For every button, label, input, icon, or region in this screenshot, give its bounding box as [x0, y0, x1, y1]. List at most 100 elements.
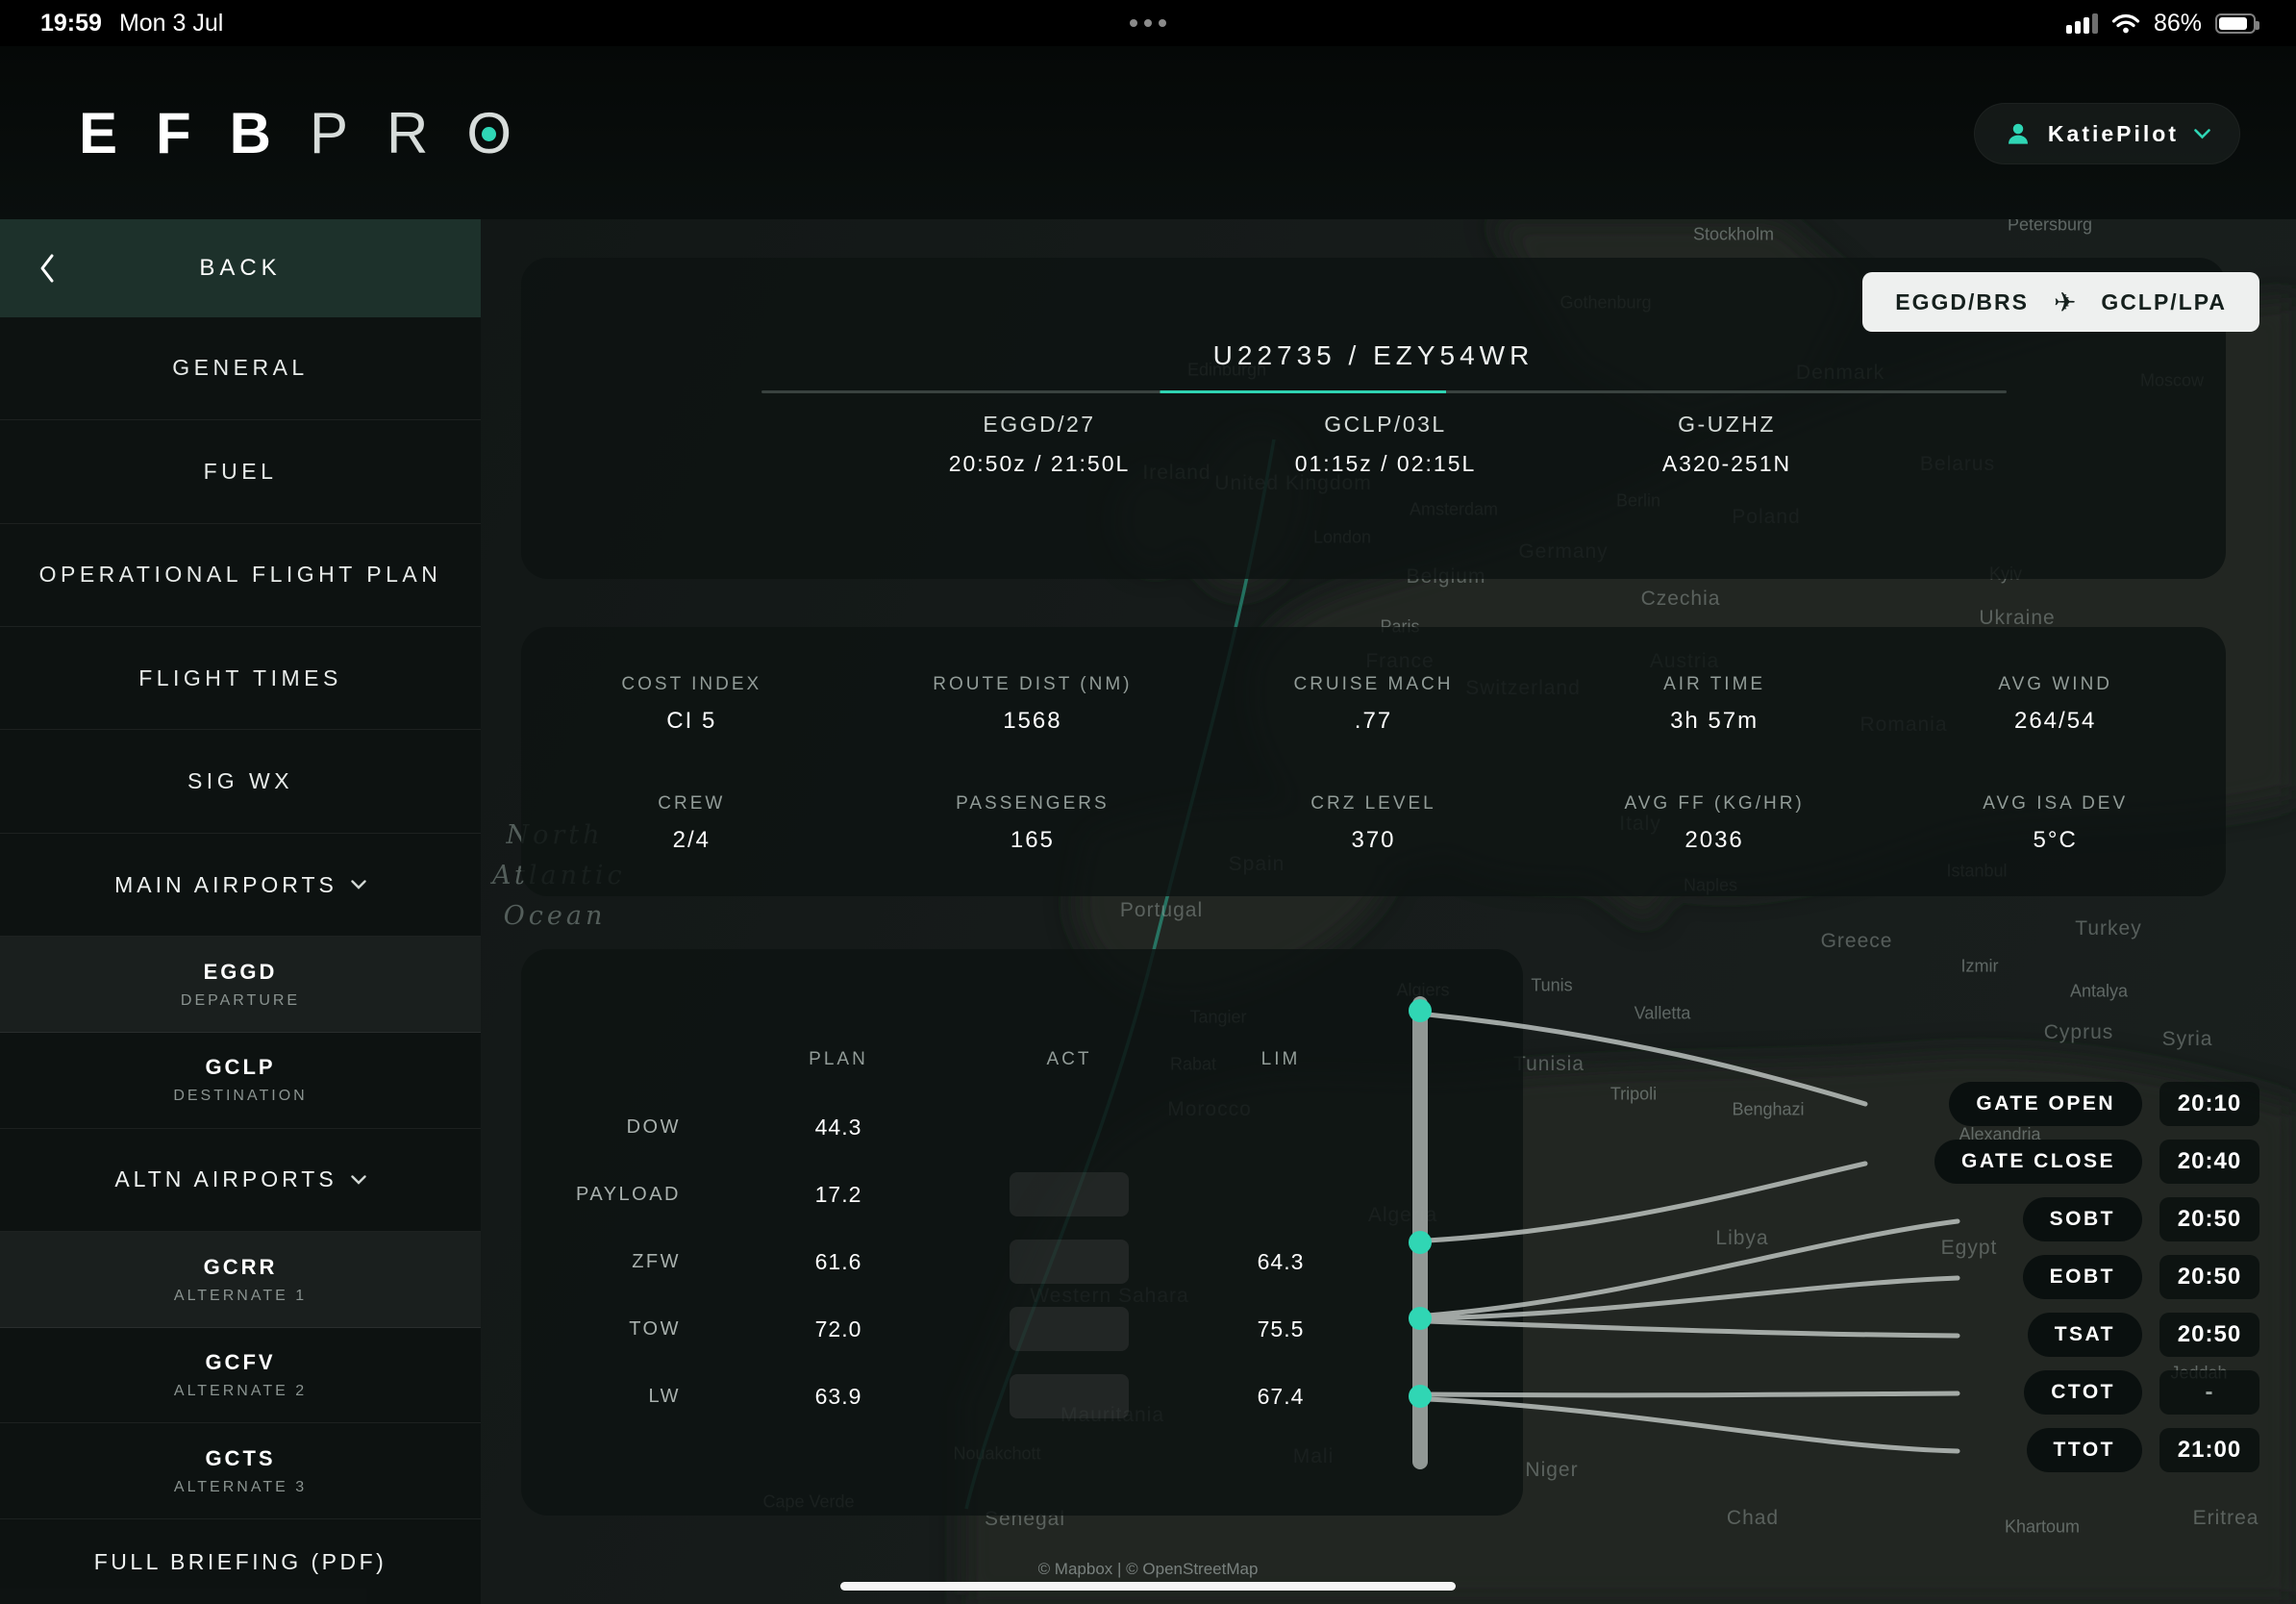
map-label: Alexandria: [1959, 1124, 2041, 1144]
col-header-plan: PLAN: [809, 1049, 868, 1069]
timeline-events: GATE OPEN 20:10 GATE CLOSE 20:40 SOBT 20…: [1827, 1075, 2259, 1479]
stat-air-time: AIR TIME 3h 57m: [1663, 673, 1766, 734]
departure-info: EGGD/27 20:50z / 21:50L: [948, 412, 1131, 476]
eobt-time: 20:50: [2159, 1255, 2259, 1299]
lw-lim: 67.4: [1257, 1383, 1305, 1409]
status-left: 19:59 Mon 3 Jul: [40, 10, 223, 38]
gate-open-time: 20:10: [2159, 1082, 2259, 1126]
zfw-plan: 61.6: [814, 1248, 862, 1274]
back-button[interactable]: BACK: [0, 219, 481, 317]
sidebar-item-gclp[interactable]: GCLP DESTINATION: [0, 1033, 481, 1129]
timeline-row: GATE OPEN 20:10: [1827, 1075, 2259, 1133]
route-to: GCLP/LPA: [2101, 288, 2227, 314]
sidebar-item-eggd[interactable]: EGGD DEPARTURE: [0, 937, 481, 1034]
tsat-pill[interactable]: TSAT: [2027, 1313, 2142, 1357]
sobt-time: 20:50: [2159, 1197, 2259, 1241]
map-label: Izmir: [1960, 956, 1999, 976]
sobt-pill[interactable]: SOBT: [2022, 1197, 2142, 1241]
route-from: EGGD/BRS: [1895, 288, 2029, 314]
timeline-row: GATE CLOSE 20:40: [1827, 1133, 2259, 1190]
timeline-row: EOBT 20:50: [1827, 1248, 2259, 1306]
map-label: Greece: [1820, 930, 1893, 952]
map-label: Egypt: [1940, 1237, 1998, 1259]
zfw-act-input[interactable]: [1010, 1240, 1129, 1284]
row-label-zfw: ZFW: [632, 1250, 681, 1272]
wifi-icon: [2111, 13, 2140, 33]
status-time: 19:59: [40, 9, 102, 37]
weights-card: PLAN ACT LIM DOW 44.3 PAYLOAD 17.2 ZFW 6…: [521, 949, 1523, 1516]
map-attribution[interactable]: © Mapbox | © OpenStreetMap: [1037, 1560, 1259, 1578]
stat-route-dist: ROUTE DIST (NM) 1568: [933, 673, 1133, 734]
full-briefing-button[interactable]: FULL BRIEFING (PDF): [93, 1548, 387, 1574]
tow-plan: 72.0: [814, 1316, 862, 1341]
flight-header-card: U22735 / EZY54WR EGGD/27 20:50z / 21:50L…: [521, 258, 2226, 579]
dow-plan: 44.3: [814, 1114, 862, 1140]
multitask-indicator-icon: [1130, 19, 1166, 27]
sidebar: BACK GENERAL FUEL OPERATIONAL FLIGHT PLA…: [0, 219, 481, 1604]
row-label-tow: TOW: [629, 1317, 681, 1340]
row-label-dow: DOW: [626, 1115, 681, 1138]
ctot-pill[interactable]: CTOT: [2024, 1370, 2142, 1415]
map-label: Cyprus: [2043, 1021, 2114, 1043]
sidebar-item-sig-wx[interactable]: SIG WX: [0, 730, 481, 834]
chevron-left-icon: [40, 254, 54, 283]
ttot-pill[interactable]: TTOT: [2026, 1428, 2142, 1472]
stat-crz-level: CRZ LEVEL 370: [1310, 792, 1436, 853]
flight-stats-card: COST INDEX CI 5 ROUTE DIST (NM) 1568 CRUIS…: [521, 627, 2226, 896]
map-label: Syria: [2161, 1028, 2213, 1050]
status-date: Mon 3 Jul: [118, 9, 224, 37]
row-label-payload: PAYLOAD: [575, 1183, 681, 1205]
sidebar-item-gcrr[interactable]: GCRR ALTERNATE 1: [0, 1232, 481, 1328]
map-label: Tripoli: [1610, 1084, 1658, 1104]
chevron-down-icon: [350, 1175, 366, 1185]
sidebar-group-main-airports[interactable]: MAIN AIRPORTS: [0, 834, 481, 938]
timeline-row: TSAT 20:50: [1827, 1306, 2259, 1364]
user-name: KatiePilot: [2047, 120, 2179, 146]
flight-progress-bar: [761, 390, 2007, 393]
zfw-lim: 64.3: [1257, 1248, 1305, 1274]
sidebar-item-gcfv[interactable]: GCFV ALTERNATE 2: [0, 1328, 481, 1424]
tow-lim: 75.5: [1257, 1316, 1305, 1341]
gate-close-time: 20:40: [2159, 1140, 2259, 1184]
map-label: Libya: [1715, 1227, 1769, 1249]
map-label: Turkey: [2075, 917, 2142, 940]
map-label: Portugal: [1119, 899, 1204, 921]
gate-close-pill[interactable]: GATE CLOSE: [1934, 1140, 2142, 1184]
sidebar-item-fuel[interactable]: FUEL: [0, 420, 481, 524]
sidebar-group-altn-airports[interactable]: ALTN AIRPORTS: [0, 1129, 481, 1233]
gate-open-pill[interactable]: GATE OPEN: [1949, 1082, 2142, 1126]
sidebar-item-general[interactable]: GENERAL: [0, 317, 481, 421]
timeline-row: SOBT 20:50: [1827, 1190, 2259, 1248]
timeline-track: [1409, 996, 1960, 1469]
col-header-act: ACT: [1046, 1049, 1092, 1069]
tow-act-input[interactable]: [1010, 1307, 1129, 1351]
eobt-pill[interactable]: EOBT: [2022, 1255, 2142, 1299]
plane-icon: ✈: [2053, 287, 2077, 317]
sidebar-item-gcts[interactable]: GCTS ALTERNATE 3: [0, 1423, 481, 1520]
sidebar-item-ofp[interactable]: OPERATIONAL FLIGHT PLAN: [0, 524, 481, 627]
home-indicator[interactable]: [840, 1582, 1456, 1591]
row-label-lw: LW: [648, 1385, 681, 1407]
stat-avg-wind: AVG WIND 264/54: [1998, 673, 2113, 734]
stat-cost-index: COST INDEX CI 5: [621, 673, 762, 734]
app-header: EFBPRO KatiePilot: [0, 46, 2296, 219]
sidebar-item-flight-times[interactable]: FLIGHT TIMES: [0, 627, 481, 731]
status-right: 86%: [2065, 10, 2259, 38]
map-label: Valletta: [1634, 1003, 1691, 1023]
user-icon: [2008, 123, 2028, 144]
battery-icon: [2215, 13, 2259, 34]
map-label: Tunis: [1531, 975, 1573, 995]
route-banner[interactable]: EGGD/BRS ✈ GCLP/LPA: [1862, 272, 2259, 332]
stat-crew: CREW 2/4: [658, 792, 726, 853]
user-menu[interactable]: KatiePilot: [1973, 103, 2240, 164]
stat-avg-ff: AVG FF (KG/HR) 2036: [1624, 792, 1805, 853]
tsat-time: 20:50: [2159, 1313, 2259, 1357]
map-label: Eritrea: [2192, 1507, 2259, 1529]
payload-act-input[interactable]: [1010, 1172, 1129, 1216]
status-bar: 19:59 Mon 3 Jul 86%: [0, 0, 2296, 46]
cellular-signal-icon: [2065, 13, 2098, 34]
ctot-time: -: [2159, 1370, 2259, 1415]
lw-act-input[interactable]: [1010, 1374, 1129, 1418]
flight-title: U22735 / EZY54WR: [1212, 340, 1535, 370]
